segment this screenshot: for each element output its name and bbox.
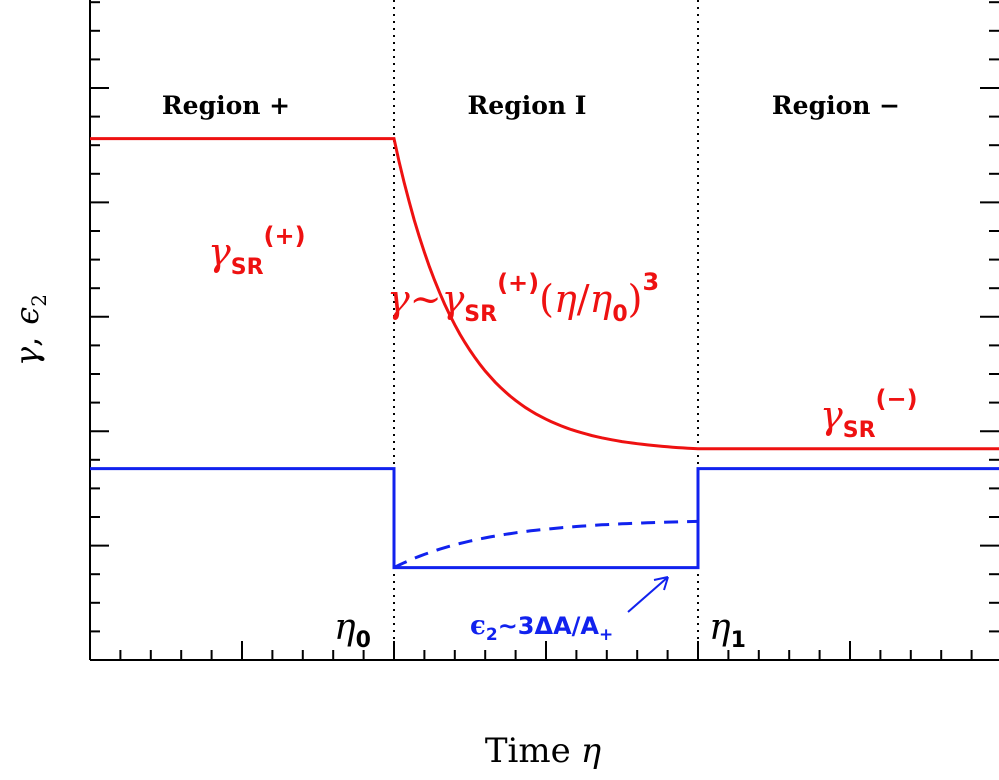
axis-ticks [89, 1, 999, 661]
gamma-curve [90, 137, 999, 451]
epsilon-dashed-curve [393, 519, 699, 569]
region-minus-label: Region − [772, 91, 900, 120]
region-plus-label: Region + [162, 91, 290, 120]
gamma-plus-label: γSR(+) [208, 222, 306, 280]
epsilon-step-line [90, 467, 999, 570]
gamma-minus-label: γSR(−) [820, 385, 918, 443]
x-axis-label: Time η [485, 731, 602, 771]
eps2-arrow [627, 576, 669, 613]
region-one-label: Region I [468, 91, 587, 120]
gamma-evolution-label: γ~γSR(+)(η/η0)3 [387, 268, 659, 327]
eps2-annotation: ϵ2~3ΔA/A+ [470, 611, 613, 645]
eta0-label: η0 [334, 607, 371, 653]
eta1-label: η1 [709, 607, 746, 653]
y-axis-label: γ,ϵ2 [8, 294, 51, 366]
